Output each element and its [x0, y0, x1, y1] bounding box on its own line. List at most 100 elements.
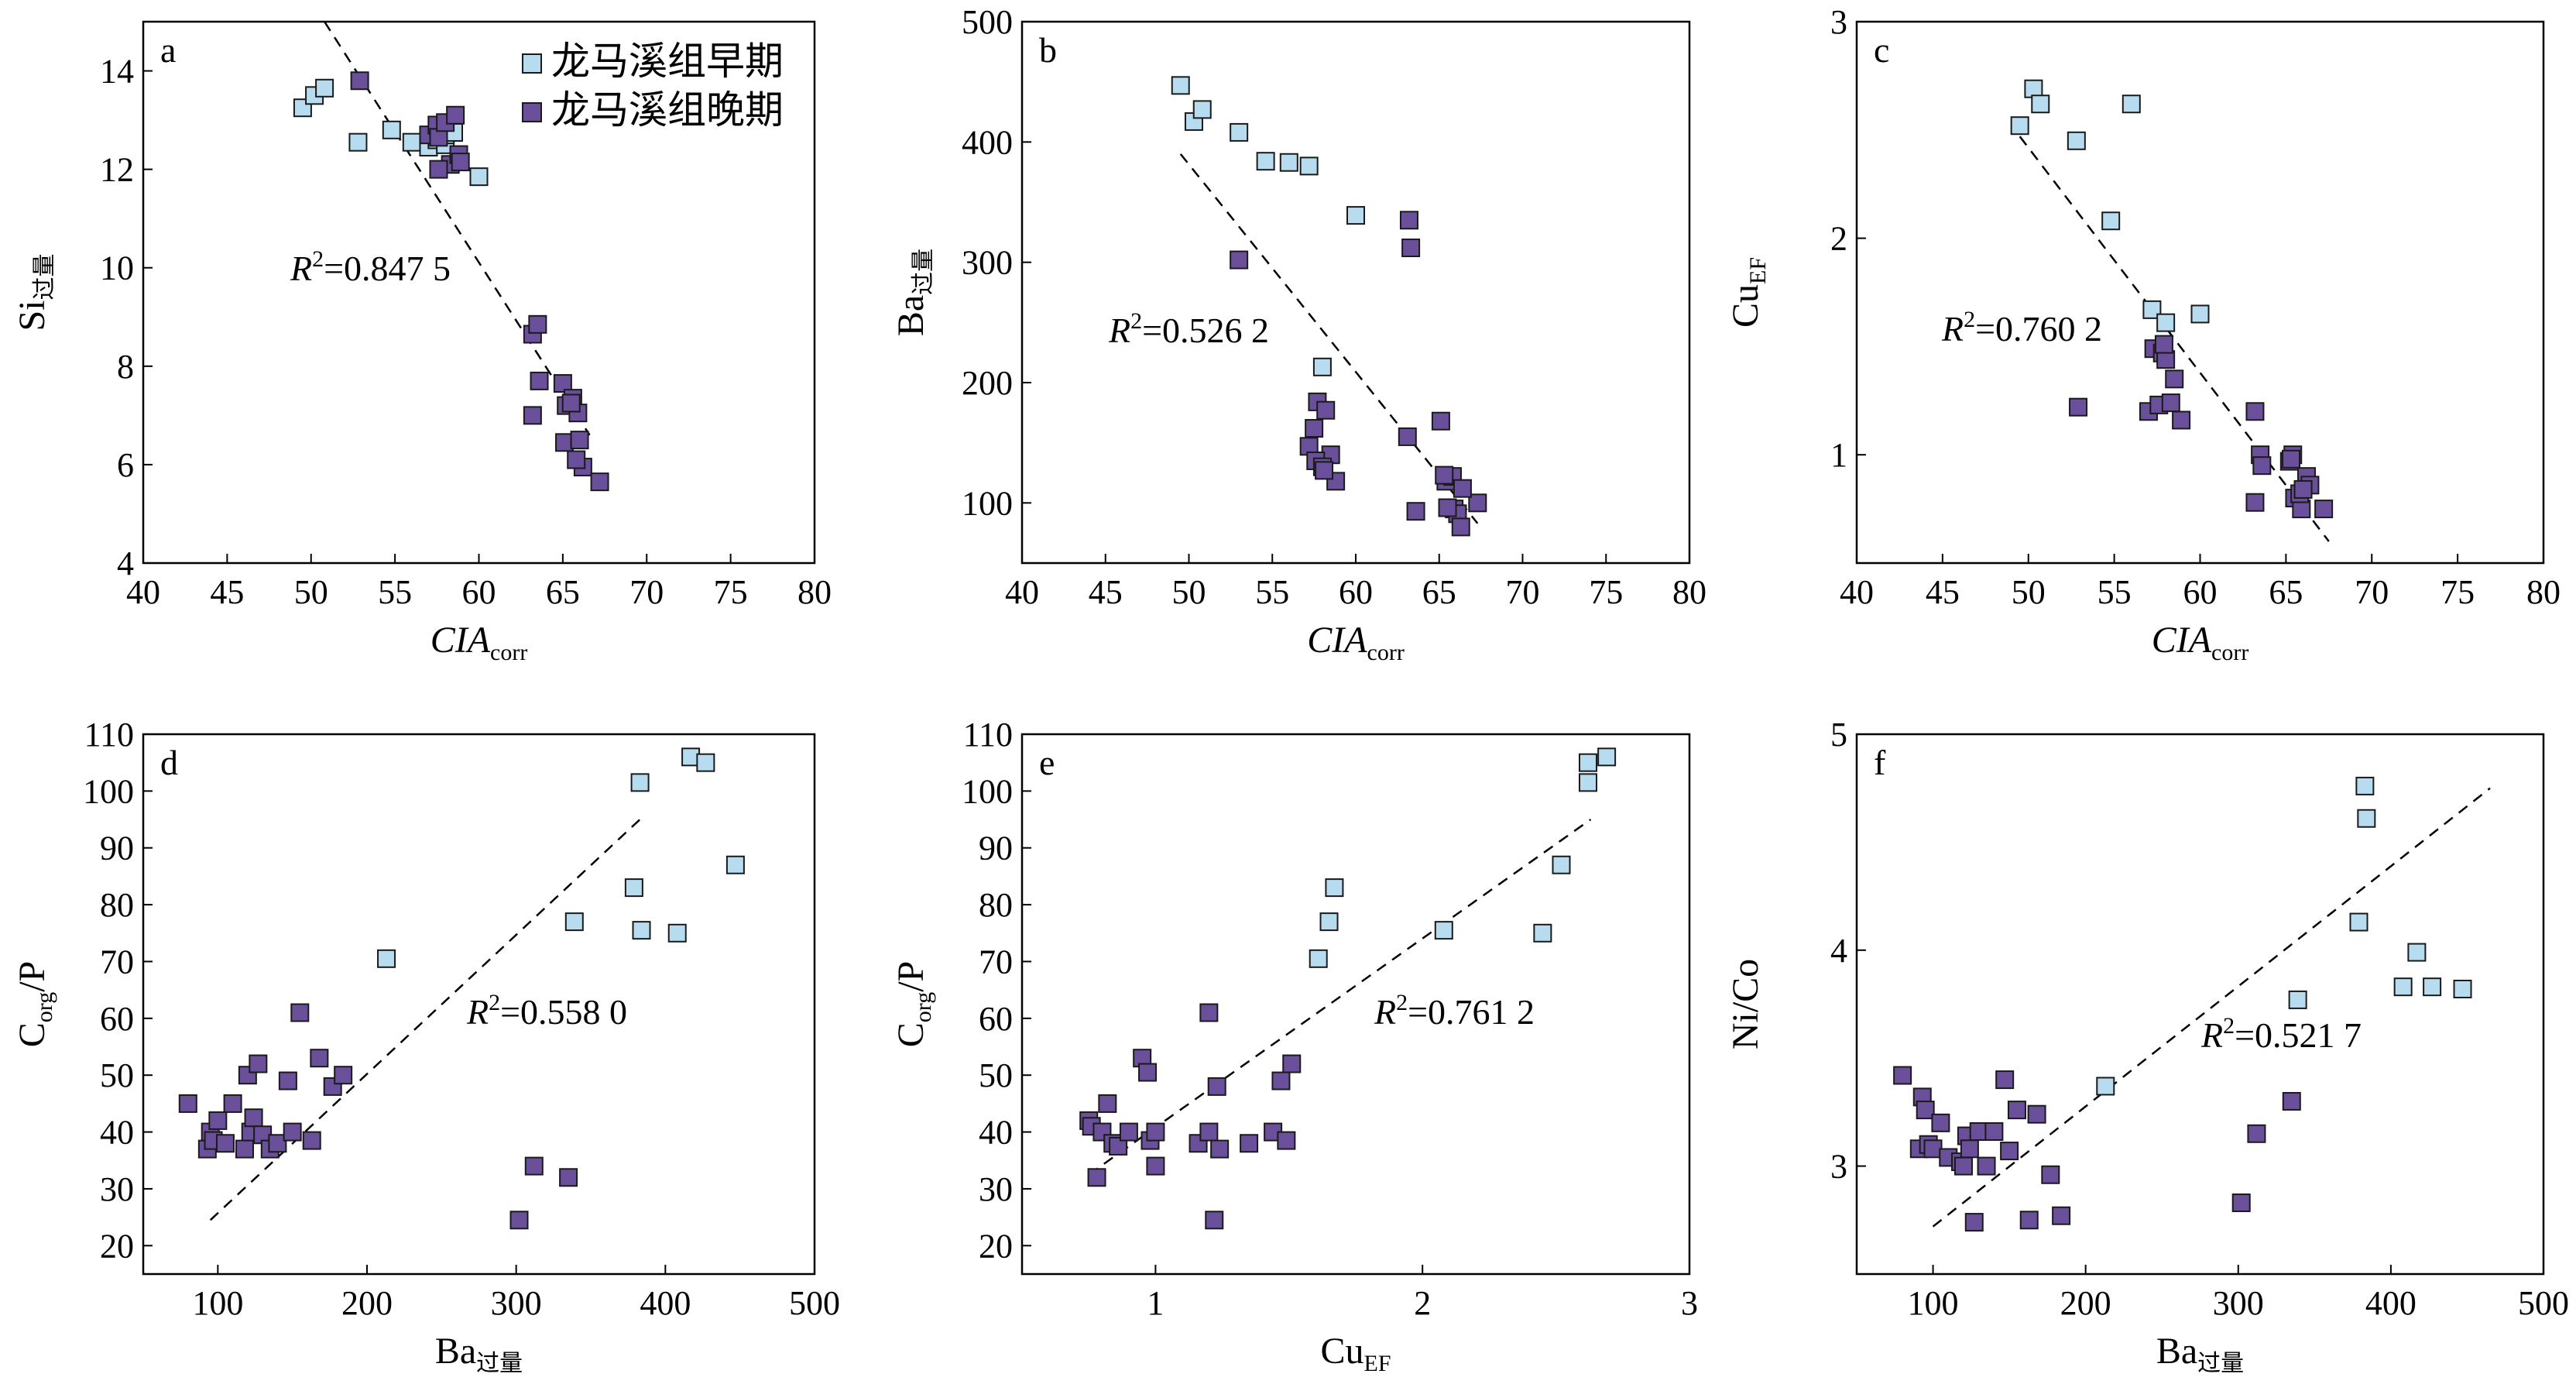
data-point-late	[561, 393, 581, 413]
data-point-late	[2007, 1101, 2026, 1120]
x-axis-label-main: CIA	[430, 620, 491, 661]
plot-frame	[1020, 20, 1691, 565]
data-point-early	[348, 132, 368, 152]
data-point-early	[2288, 990, 2307, 1009]
x-axis-label-sub: corr	[1367, 640, 1405, 665]
x-tick-label: 50	[294, 573, 328, 611]
r-letter: R	[466, 992, 489, 1032]
y-axis-label-tail: /P	[12, 961, 53, 992]
y-tick-label: 6	[117, 446, 134, 484]
data-point-late	[1438, 498, 1457, 517]
y-axis-label-sub: EF	[1745, 257, 1771, 284]
r-value: =0.847 5	[324, 249, 451, 288]
y-tick-label: 500	[962, 3, 1013, 41]
data-point-late	[2282, 449, 2301, 469]
y-tick-label: 110	[84, 716, 134, 754]
data-point-early	[1279, 153, 1298, 172]
data-point-late	[1315, 461, 1334, 480]
x-tick-label: 100	[192, 1284, 243, 1322]
x-axis-label-main: Ba	[2156, 1331, 2197, 1372]
data-point-late	[2041, 1165, 2060, 1184]
data-point-late	[1146, 1156, 1165, 1176]
y-tick-label: 110	[963, 716, 1013, 754]
data-point-late	[2165, 369, 2184, 389]
data-point-late	[1119, 1122, 1138, 1142]
data-point-late	[1969, 1121, 1988, 1141]
y-tick-label: 50	[979, 1056, 1013, 1094]
y-axis-label-main: Ba	[890, 295, 931, 336]
data-point-early	[1578, 753, 1597, 772]
x-tick-label: 75	[714, 573, 748, 611]
data-point-late	[268, 1134, 287, 1153]
data-point-early	[402, 132, 421, 152]
x-tick-label: 65	[1422, 573, 1456, 611]
data-point-late	[350, 71, 369, 91]
r-value: =0.558 0	[500, 992, 627, 1032]
data-point-late	[2161, 393, 2180, 413]
data-point-late	[1199, 1003, 1219, 1022]
trend-line	[2019, 136, 2330, 542]
data-point-late	[290, 1003, 310, 1022]
r-letter: R	[290, 249, 312, 288]
y-tick-label: 5	[1830, 716, 1847, 754]
data-point-early	[1309, 949, 1328, 968]
r-superscript: 2	[1964, 307, 1975, 332]
data-point-early	[564, 912, 584, 932]
y-tick-label: 100	[83, 772, 134, 810]
x-axis-label: Ba过量	[2156, 1331, 2244, 1376]
x-tick-label: 500	[2518, 1284, 2569, 1322]
data-point-late	[509, 1211, 529, 1230]
data-point-late	[528, 314, 547, 334]
y-tick-label: 100	[962, 772, 1013, 810]
y-axis-label-main: Si	[12, 300, 53, 331]
r-squared-label: R2=0.521 7	[2200, 1013, 2362, 1055]
data-point-late	[1453, 479, 1472, 498]
data-point-late	[2293, 479, 2313, 499]
y-axis-label-main: C	[12, 1022, 53, 1047]
legend-marker-early	[522, 53, 542, 74]
r-squared-label: R2=0.558 0	[466, 990, 627, 1032]
x-tick-label: 300	[491, 1284, 542, 1322]
x-axis-label-sub: 过量	[476, 1351, 523, 1376]
r-value: =0.521 7	[2235, 1015, 2362, 1055]
x-tick-label: 100	[1908, 1284, 1959, 1322]
data-point-late	[567, 450, 586, 469]
y-tick-label: 200	[962, 364, 1013, 402]
data-point-early	[2010, 116, 2029, 136]
panel-letter: f	[1874, 743, 1886, 782]
data-point-late	[2069, 397, 2088, 417]
x-tick-label: 80	[2526, 573, 2561, 611]
y-tick-label: 4	[1830, 932, 1847, 970]
x-tick-label: 1	[1147, 1284, 1164, 1322]
data-point-late	[1977, 1156, 1996, 1176]
x-axis-label: Ba过量	[435, 1331, 523, 1376]
x-tick-label: 40	[126, 573, 160, 611]
x-tick-label: 45	[210, 573, 244, 611]
data-point-late	[2000, 1142, 2019, 1161]
data-point-early	[2122, 94, 2141, 114]
data-point-late	[2252, 456, 2272, 476]
data-point-late	[2052, 1206, 2071, 1225]
data-point-late	[1230, 250, 1249, 270]
x-axis-label-sub: 过量	[2197, 1351, 2244, 1376]
y-tick-label: 1	[1830, 436, 1847, 474]
x-tick-label: 75	[2441, 573, 2475, 611]
x-tick-label: 65	[546, 573, 580, 611]
data-point-late	[524, 1156, 544, 1176]
x-axis-label-sub: EF	[1364, 1351, 1391, 1376]
data-point-late	[178, 1094, 197, 1113]
data-point-late	[1277, 1131, 1296, 1150]
r-superscript: 2	[2223, 1013, 2235, 1039]
data-point-late	[1468, 493, 1487, 513]
data-point-early	[2101, 211, 2121, 231]
y-tick-label: 20	[979, 1227, 1013, 1265]
data-point-late	[1109, 1136, 1128, 1156]
data-point-early	[2423, 977, 2442, 997]
data-point-late	[2282, 1091, 2301, 1111]
data-point-early	[1192, 100, 1212, 119]
r-value: =0.761 2	[1408, 992, 1535, 1032]
data-point-late	[249, 1054, 268, 1073]
data-point-late	[1199, 1122, 1219, 1142]
